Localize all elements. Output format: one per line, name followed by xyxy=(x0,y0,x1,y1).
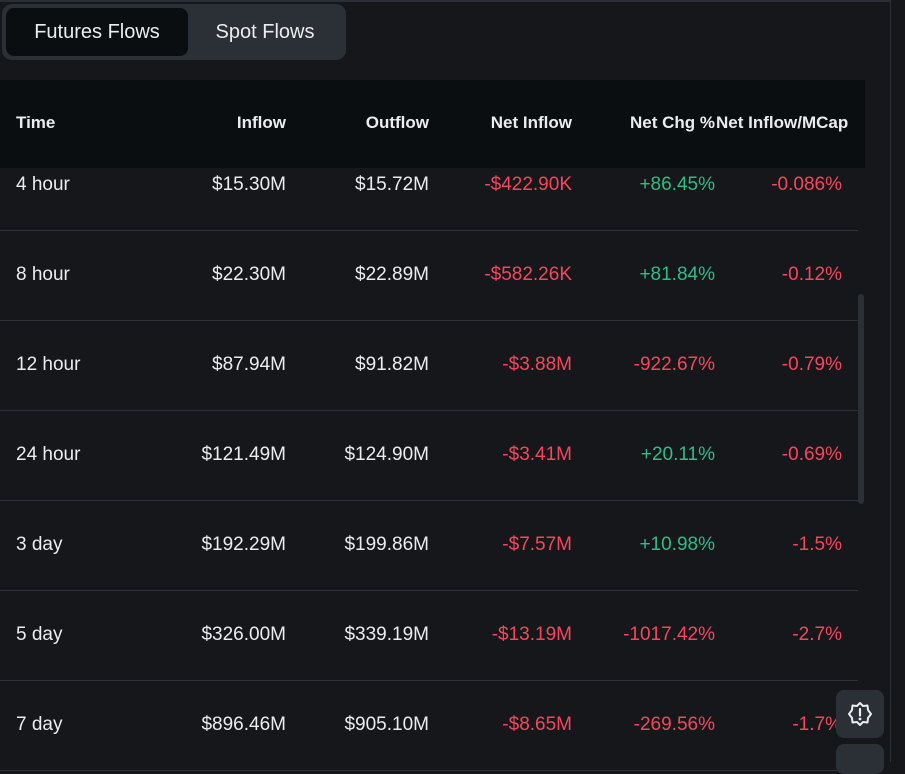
cell-inflow: $121.49M xyxy=(201,444,286,465)
flows-table: Time Inflow Outflow Net Inflow Net Chg %… xyxy=(0,80,865,771)
tab-futures-flows[interactable]: Futures Flows xyxy=(6,8,188,56)
cell-net-inflow-mcap: -0.79% xyxy=(781,354,842,375)
cell-time: 7 day xyxy=(16,714,63,735)
cell-inflow: $896.46M xyxy=(201,714,286,735)
cell-net-inflow: -$8.65M xyxy=(502,714,572,735)
cell-net-chg: -922.67% xyxy=(633,354,715,375)
scrollbar-thumb[interactable] xyxy=(858,294,864,504)
cell-net-inflow: -$13.19M xyxy=(491,624,572,645)
cell-net-inflow: -$7.57M xyxy=(502,534,572,555)
cell-inflow: $192.29M xyxy=(201,534,286,555)
cell-net-chg: -269.56% xyxy=(633,714,715,735)
table-row: 3 day $192.29M $199.86M -$7.57M +10.98% -1.5% xyxy=(0,500,858,591)
cell-net-inflow: -$3.88M xyxy=(502,354,572,375)
secondary-floating-button[interactable] xyxy=(836,744,884,774)
cell-outflow: $124.90M xyxy=(344,444,429,465)
cell-net-chg: +10.98% xyxy=(639,534,715,555)
col-inflow[interactable]: Inflow xyxy=(236,113,286,132)
cell-time: 4 hour xyxy=(16,174,70,195)
cell-net-inflow: -$582.26K xyxy=(484,264,572,285)
cell-time: 24 hour xyxy=(16,444,81,465)
cell-outflow: $15.72M xyxy=(355,174,429,195)
table-row: 7 day $896.46M $905.10M -$8.65M -269.56% -1.7… xyxy=(0,680,858,771)
right-panel-edge xyxy=(890,0,905,762)
cell-net-inflow: -$3.41M xyxy=(502,444,572,465)
cell-net-inflow-mcap: -1.7% xyxy=(792,714,842,735)
cell-net-inflow-mcap: -0.086% xyxy=(771,174,842,195)
alert-button[interactable] xyxy=(836,690,884,738)
cell-inflow: $326.00M xyxy=(201,624,286,645)
col-net-inflow[interactable]: Net Inflow xyxy=(490,113,572,132)
col-outflow[interactable]: Outflow xyxy=(365,113,429,132)
table-header: Time Inflow Outflow Net Inflow Net Chg %… xyxy=(0,80,865,168)
cell-net-inflow-mcap: -0.69% xyxy=(781,444,842,465)
table-row: 5 day $326.00M $339.19M -$13.19M -1017.42% -2… xyxy=(0,590,858,681)
cell-outflow: $199.86M xyxy=(344,534,429,555)
cell-net-inflow-mcap: -1.5% xyxy=(792,534,842,555)
cell-net-inflow-mcap: -2.7% xyxy=(792,624,842,645)
table-row: 12 hour $87.94M $91.82M -$3.88M -922.67% -0.7… xyxy=(0,320,858,411)
col-time[interactable]: Time xyxy=(16,113,56,132)
alert-badge-icon xyxy=(848,702,872,726)
cell-time: 12 hour xyxy=(16,354,81,375)
tab-spot-flows[interactable]: Spot Flows xyxy=(215,21,315,43)
cell-outflow: $339.19M xyxy=(344,624,429,645)
cell-inflow: $87.94M xyxy=(212,354,286,375)
cell-outflow: $22.89M xyxy=(355,264,429,285)
cell-net-chg: +81.84% xyxy=(639,264,715,285)
cell-net-chg: +86.45% xyxy=(639,174,715,195)
cell-inflow: $15.30M xyxy=(212,174,286,195)
cell-time: 8 hour xyxy=(16,264,70,285)
cell-time: 5 day xyxy=(16,624,63,645)
cell-net-chg: +20.11% xyxy=(640,444,715,465)
table-row: 8 hour $22.30M $22.89M -$582.26K +81.84% -0.1… xyxy=(0,230,858,321)
cell-net-inflow: -$422.90K xyxy=(484,174,572,195)
cell-inflow: $22.30M xyxy=(212,264,286,285)
col-net-inflow-mcap[interactable]: Net Inflow/MCap xyxy=(716,113,849,132)
cell-net-chg: -1017.42% xyxy=(623,624,715,645)
top-divider xyxy=(0,0,890,2)
cell-time: 3 day xyxy=(16,534,63,555)
cell-outflow: $91.82M xyxy=(355,354,429,375)
table-row: 24 hour $121.49M $124.90M -$3.41M +20.11% -0.… xyxy=(0,410,858,501)
flow-tabs: Futures Flows Spot Flows xyxy=(2,4,346,60)
table-row: 4 hour $15.30M $15.72M -$422.90K +86.45% -0.0… xyxy=(0,168,858,231)
cell-outflow: $905.10M xyxy=(344,714,429,735)
cell-net-inflow-mcap: -0.12% xyxy=(781,264,842,285)
col-net-chg[interactable]: Net Chg % xyxy=(630,113,715,132)
